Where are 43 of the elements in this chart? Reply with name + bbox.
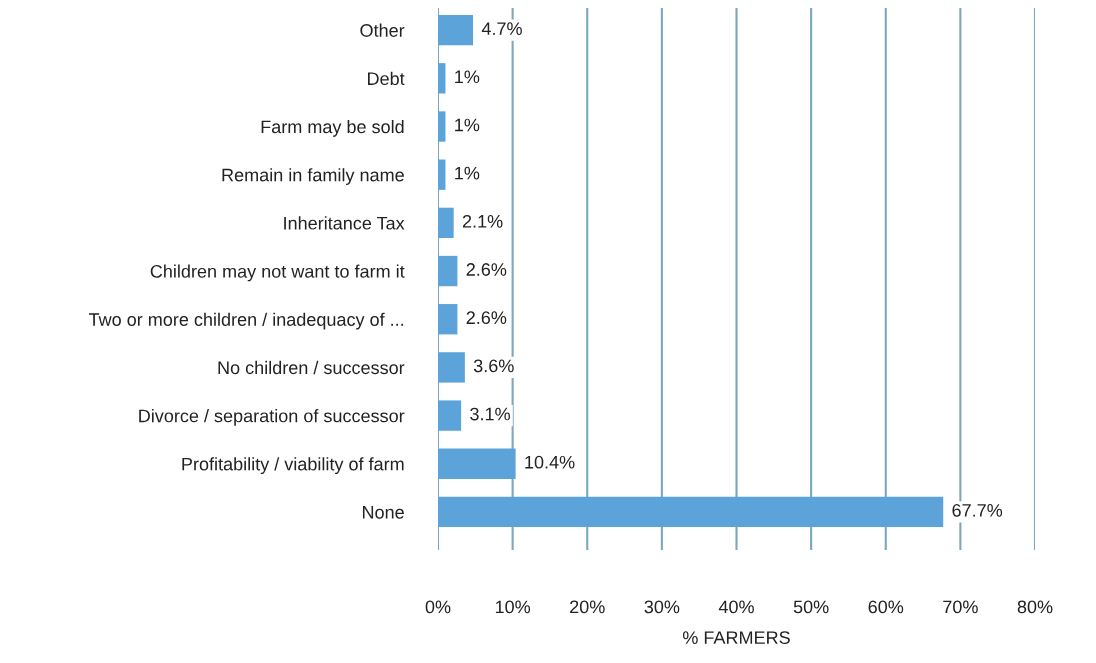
bar [438, 304, 458, 335]
bar [438, 63, 446, 94]
y-tick-label: Inheritance Tax [284, 216, 405, 230]
bar [438, 14, 474, 46]
y-tick-label: Other [360, 23, 405, 37]
y-tick-label: Farm may be sold [261, 119, 404, 137]
bar [438, 111, 446, 142]
data-label: 4.7% [481, 22, 522, 35]
bar [438, 255, 458, 287]
y-tick-label: None [362, 506, 404, 519]
data-label: 2.6% [466, 311, 507, 325]
x-tick-label: 30% [644, 600, 680, 614]
y-tick-label: Two or more children / inadequacy of ... [88, 312, 404, 330]
x-tick-label: 80% [1017, 600, 1053, 614]
data-label: 1% [455, 118, 480, 132]
bar [438, 159, 446, 190]
data-label: 3.1% [470, 407, 510, 421]
data-label: 1% [455, 166, 480, 180]
y-tick-label: Remain in family name [222, 168, 404, 185]
bar [438, 496, 944, 528]
data-label: 2.6% [466, 263, 507, 276]
x-tick-label: 40% [718, 600, 754, 614]
bar [438, 352, 465, 383]
y-tick-label: No children / successor [218, 360, 405, 375]
data-label: 67.7% [952, 504, 1003, 517]
data-label: 1% [455, 70, 480, 84]
x-tick-label: 0% [425, 600, 451, 614]
y-tick-label: Profitability / viability of farm [182, 457, 404, 475]
y-tick-label: Children may not want to farm it [150, 264, 405, 282]
data-label: 2.1% [462, 214, 503, 228]
bar [438, 207, 454, 239]
bar [438, 448, 516, 479]
data-label: 10.4% [525, 455, 575, 469]
bar [438, 400, 462, 431]
data-label: 3.6% [473, 359, 514, 373]
y-tick-label: Debt [368, 71, 405, 86]
x-tick-label: 60% [868, 600, 904, 614]
x-tick-label: 70% [943, 600, 978, 614]
x-axis-title: % FARMERS [682, 631, 790, 644]
y-tick-label: Divorce / separation of successor [139, 409, 405, 426]
x-tick-label: 50% [793, 600, 829, 614]
x-tick-label: 20% [570, 600, 605, 614]
x-tick-label: 10% [495, 600, 531, 614]
